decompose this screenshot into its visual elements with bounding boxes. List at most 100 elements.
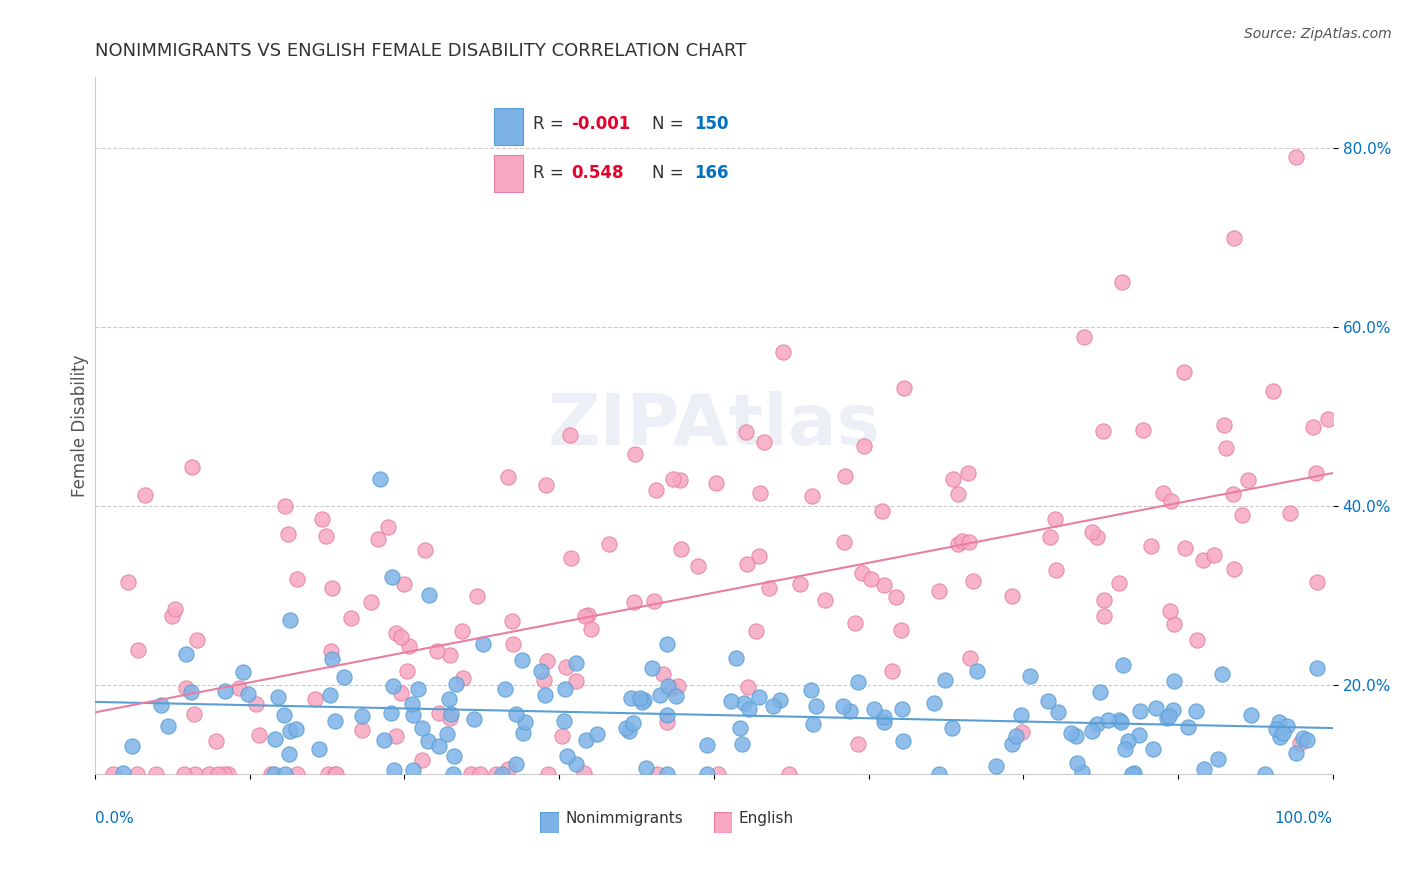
Point — [962, 574, 984, 588]
Point — [628, 691, 651, 706]
Point — [496, 762, 519, 776]
Point — [890, 624, 912, 638]
Point — [380, 706, 402, 720]
Point — [145, 767, 167, 781]
Point — [942, 472, 965, 486]
Point — [884, 590, 907, 604]
Point — [150, 698, 173, 712]
Point — [1118, 734, 1140, 748]
Point — [1047, 705, 1070, 719]
Point — [957, 535, 980, 549]
Point — [704, 476, 727, 491]
Point — [1254, 767, 1277, 781]
Point — [1223, 562, 1246, 576]
Point — [666, 679, 689, 693]
Point — [413, 542, 436, 557]
Point — [948, 487, 970, 501]
Point — [1306, 661, 1329, 675]
Point — [1001, 737, 1024, 751]
Point — [728, 722, 751, 736]
Point — [384, 729, 406, 743]
Point — [1087, 717, 1109, 731]
Point — [801, 489, 824, 503]
Point — [285, 722, 308, 736]
Point — [696, 739, 718, 753]
Point — [575, 732, 598, 747]
Point — [565, 674, 588, 689]
Point — [1211, 667, 1233, 681]
Point — [893, 381, 915, 395]
Point — [212, 767, 235, 781]
Point — [444, 677, 467, 691]
Point — [112, 766, 135, 780]
Point — [585, 726, 607, 740]
Point — [319, 688, 342, 702]
Point — [157, 719, 180, 733]
Point — [928, 584, 950, 599]
Point — [834, 468, 856, 483]
Point — [340, 611, 363, 625]
Point — [1160, 493, 1182, 508]
Point — [315, 529, 337, 543]
Point — [1185, 705, 1208, 719]
Point — [848, 738, 870, 752]
Point — [873, 578, 896, 592]
Point — [598, 537, 620, 551]
Point — [873, 714, 896, 729]
Point — [1060, 726, 1083, 740]
Point — [205, 734, 228, 748]
Point — [891, 701, 914, 715]
Point — [657, 767, 679, 781]
Point — [617, 724, 640, 739]
Point — [648, 688, 671, 702]
Point — [576, 607, 599, 622]
Point — [502, 637, 524, 651]
Point — [174, 681, 197, 695]
Point — [614, 721, 637, 735]
Point — [1222, 230, 1244, 244]
Point — [1108, 713, 1130, 727]
Point — [384, 626, 406, 640]
Point — [247, 728, 270, 742]
Point — [1036, 693, 1059, 707]
Point — [485, 767, 508, 781]
Point — [844, 616, 866, 631]
Point — [437, 691, 460, 706]
Point — [645, 483, 668, 497]
Point — [1230, 508, 1253, 523]
Point — [1305, 466, 1327, 480]
Point — [513, 715, 536, 730]
Point — [1091, 425, 1114, 439]
Point — [1081, 723, 1104, 738]
Point — [934, 673, 956, 687]
Point — [745, 624, 768, 639]
Point — [411, 721, 433, 735]
Point — [160, 609, 183, 624]
Point — [1215, 441, 1237, 455]
Point — [631, 695, 654, 709]
Point — [1277, 719, 1299, 733]
Point — [555, 660, 578, 674]
Point — [1285, 150, 1308, 164]
Point — [278, 723, 301, 738]
Point — [1289, 735, 1312, 749]
Point — [565, 756, 588, 771]
Point — [245, 697, 267, 711]
Point — [389, 630, 412, 644]
Point — [117, 575, 139, 590]
Point — [277, 527, 299, 541]
Point — [1185, 633, 1208, 648]
Point — [1268, 714, 1291, 729]
Point — [984, 758, 1007, 772]
Point — [536, 654, 558, 668]
Point — [1152, 486, 1174, 500]
Point — [848, 674, 870, 689]
Point — [401, 697, 423, 711]
Point — [373, 733, 395, 747]
Point — [655, 637, 678, 651]
Point — [832, 699, 855, 714]
Point — [551, 729, 574, 743]
Point — [860, 572, 883, 586]
Point — [800, 683, 823, 698]
Point — [1129, 704, 1152, 718]
